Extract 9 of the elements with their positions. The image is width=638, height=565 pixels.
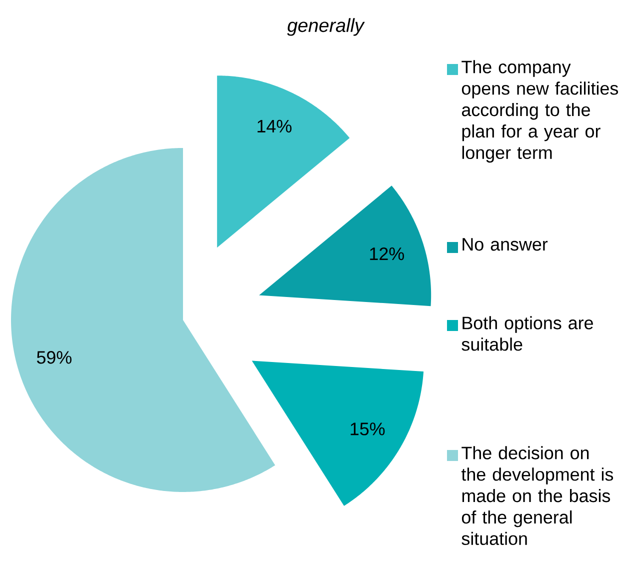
data-label: 14%	[258, 120, 292, 132]
data-label: 15%	[350, 422, 385, 436]
legend-label: No answer	[462, 238, 548, 251]
data-label: 59%	[36, 351, 72, 364]
legend-label: Both options are suitable	[462, 316, 593, 351]
legend-label: The company opens new facilities according to the plan for a year or longer term	[462, 60, 618, 163]
chart-title: generally	[287, 18, 365, 36]
data-label: 12%	[370, 247, 404, 260]
legend-label: The decision on the development is made on the basis of the general situation	[461, 446, 614, 546]
